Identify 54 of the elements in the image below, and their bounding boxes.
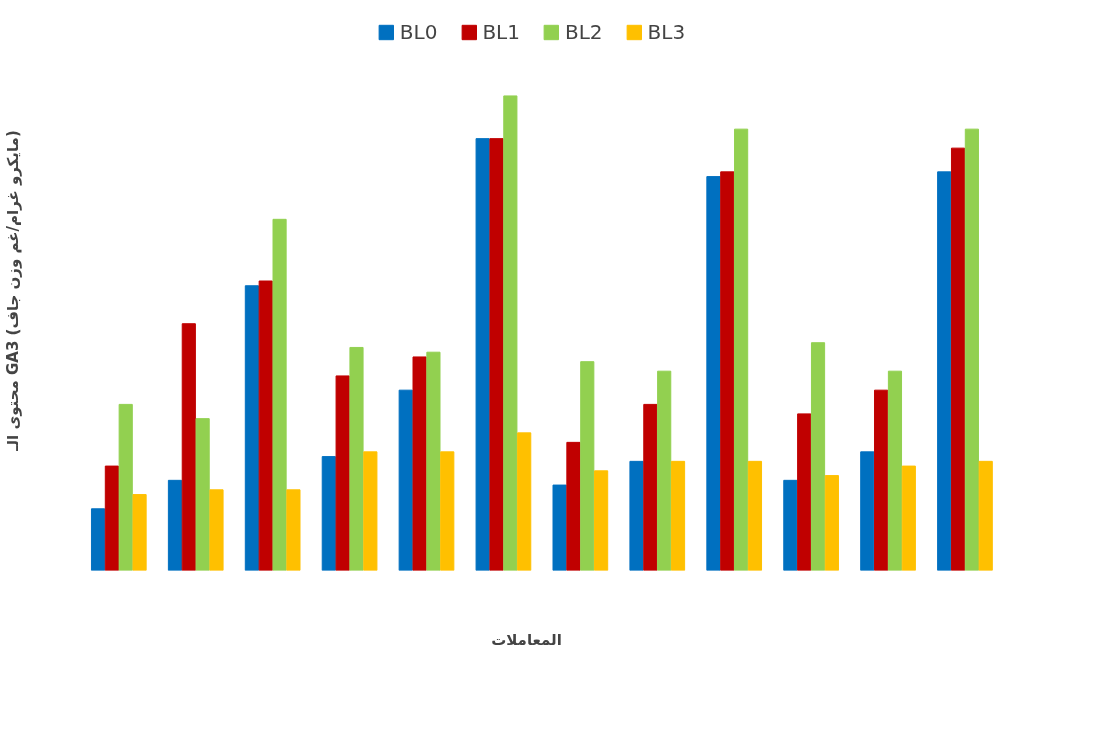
bar bbox=[747, 460, 763, 571]
bar bbox=[860, 451, 875, 571]
legend-label: BL1 bbox=[482, 20, 520, 44]
bar bbox=[258, 280, 273, 571]
bar bbox=[874, 389, 889, 571]
bar bbox=[797, 413, 812, 571]
legend-label: BL0 bbox=[399, 20, 438, 44]
bar bbox=[244, 285, 259, 571]
bar bbox=[398, 389, 413, 571]
bar bbox=[104, 465, 119, 571]
bar bbox=[901, 465, 916, 571]
bar bbox=[489, 138, 504, 571]
bar bbox=[132, 494, 147, 571]
bar bbox=[706, 176, 721, 571]
bar bbox=[657, 370, 672, 571]
bar bbox=[937, 171, 952, 571]
bar bbox=[286, 489, 301, 571]
bar bbox=[978, 460, 993, 571]
bar bbox=[349, 346, 364, 571]
bar bbox=[272, 218, 287, 571]
bar bbox=[426, 351, 441, 571]
bar bbox=[783, 479, 798, 571]
bar bbox=[629, 460, 644, 571]
bar bbox=[475, 138, 490, 571]
bar bbox=[440, 451, 455, 571]
bar bbox=[335, 375, 350, 571]
bar bbox=[566, 441, 581, 571]
bar bbox=[824, 475, 839, 571]
bar bbox=[643, 403, 658, 571]
bar bbox=[517, 432, 532, 571]
bar bbox=[720, 171, 735, 571]
bar bbox=[734, 128, 749, 571]
bar bbox=[90, 508, 106, 571]
bar bbox=[964, 128, 979, 571]
bar bbox=[950, 147, 966, 571]
bar bbox=[670, 460, 686, 571]
bar bbox=[887, 370, 903, 571]
bar bbox=[810, 342, 826, 571]
bar bbox=[580, 361, 595, 571]
x-axis-title: المعاملات bbox=[491, 630, 562, 649]
bar bbox=[321, 456, 336, 571]
legend-label: BL3 bbox=[647, 20, 686, 44]
bar bbox=[363, 451, 378, 571]
bar bbox=[209, 489, 224, 571]
bar bbox=[594, 470, 609, 571]
bar bbox=[412, 356, 427, 571]
bar bbox=[167, 479, 183, 571]
bar bbox=[181, 323, 196, 571]
bar bbox=[118, 403, 133, 571]
bar bbox=[195, 418, 210, 571]
legend-label: BL2 bbox=[564, 20, 603, 44]
bar bbox=[503, 95, 518, 571]
y-axis-title: محتوى الـ GA3 (مايكرو غرام/غم وزن جاف) bbox=[3, 130, 22, 452]
bar bbox=[552, 484, 567, 571]
